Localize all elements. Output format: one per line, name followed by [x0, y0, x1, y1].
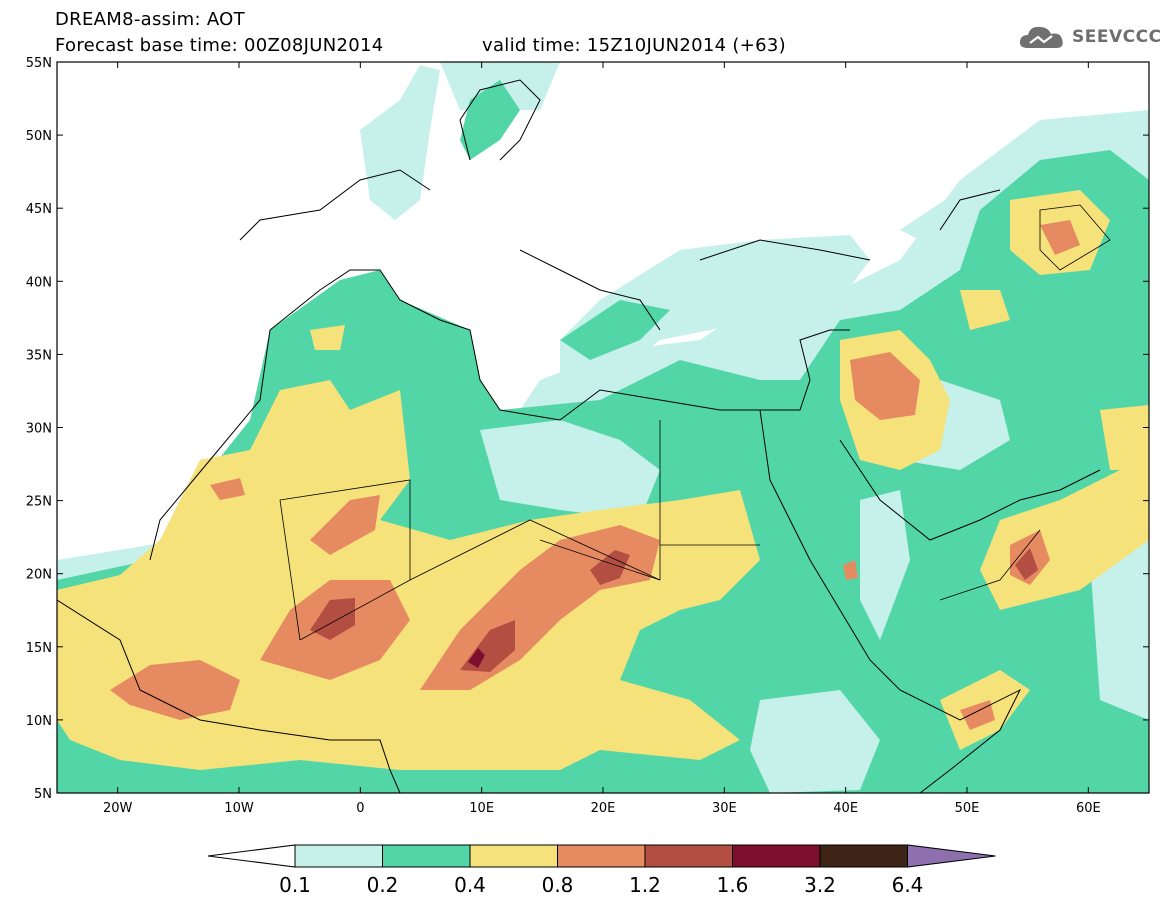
lat-label: 20N [26, 568, 52, 583]
lat-label: 50N [26, 129, 52, 144]
lat-label: 5N [34, 787, 52, 802]
aot-level-1.6 [468, 648, 485, 668]
lat-label: 45N [26, 202, 52, 217]
coastlines [57, 79, 1101, 793]
seevccc-logo: SEEVCCC [1018, 22, 1162, 52]
colorbar-label: 0.4 [454, 873, 486, 897]
lat-label: 30N [26, 422, 52, 437]
colorbar-label: 1.6 [717, 873, 749, 897]
colorbar-label: 0.8 [542, 873, 574, 897]
lat-label: 35N [26, 348, 52, 363]
valid-time: valid time: 15Z10JUN2014 (+63) [482, 35, 786, 56]
map-title: DREAM8-assim: AOT [55, 9, 245, 30]
lon-label: 20W [103, 801, 133, 816]
forecast-base-time: Forecast base time: 00Z08JUN2014 [55, 35, 384, 56]
lon-label: 10W [224, 801, 254, 816]
lon-label: 20E [591, 801, 616, 816]
lat-label: 25N [26, 495, 52, 510]
lon-label: 0 [356, 801, 364, 816]
colorbar-over-arrow [907, 844, 996, 868]
colorbar-label: 6.4 [892, 873, 924, 897]
cloud-icon [1019, 26, 1063, 48]
colorbar-label: 3.2 [804, 873, 836, 897]
aot-fields [57, 62, 1149, 793]
colorbar-segment [294, 844, 383, 868]
colorbar-under-arrow [207, 844, 296, 868]
axis-labels: 55N 50N 45N 40N 35N 30N 25N 20N 15N 10N 5N 20W 10W 0 1… [26, 56, 1149, 816]
colorbar-segment [469, 844, 558, 868]
colorbar: 0.1 0.2 0.4 0.8 1.2 1.6 3.2 6.4 [207, 844, 996, 897]
colorbar-segment [382, 844, 471, 868]
lat-label: 40N [26, 275, 52, 290]
colorbar-segment [819, 844, 908, 868]
lat-label: 55N [26, 56, 52, 71]
colorbar-label: 0.1 [279, 873, 311, 897]
lat-label: 15N [26, 641, 52, 656]
colorbar-segment [557, 844, 646, 868]
colorbar-segment [644, 844, 733, 868]
lon-label: 40E [833, 801, 858, 816]
colorbar-label: 1.2 [629, 873, 661, 897]
lon-label: 10E [469, 801, 494, 816]
aot-level-0.1-inner [480, 380, 1149, 793]
lon-label: 50E [955, 801, 980, 816]
colorbar-segment [732, 844, 821, 868]
lon-label: 60E [1076, 801, 1101, 816]
lon-label: 30E [712, 801, 737, 816]
country-borders [279, 204, 1111, 641]
colorbar-label: 0.2 [367, 873, 399, 897]
lat-label: 10N [26, 714, 52, 729]
